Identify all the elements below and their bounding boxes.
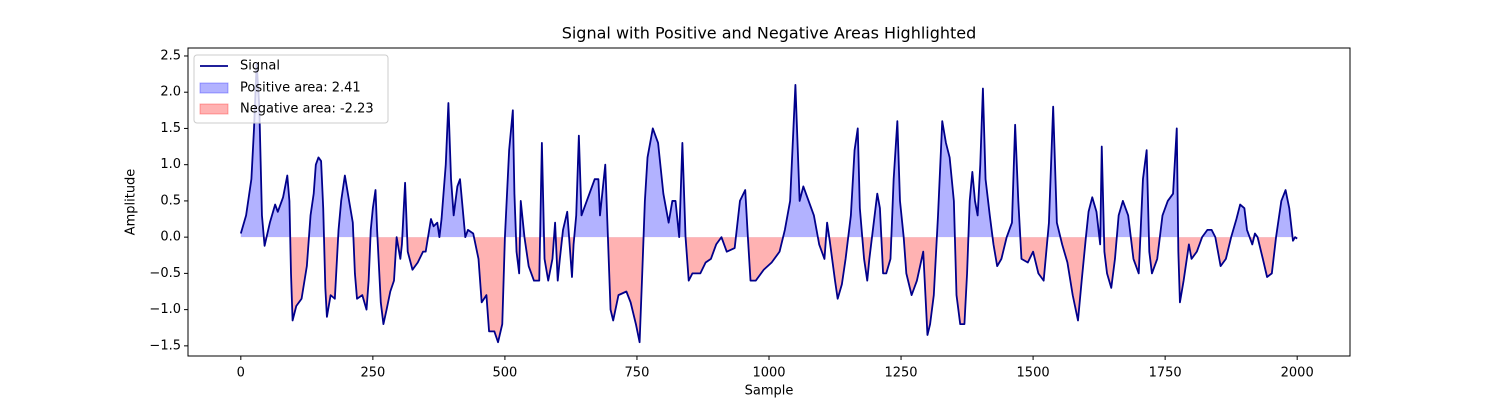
legend-patch [199, 103, 229, 115]
legend-label: Signal [240, 59, 280, 74]
x-tick-label: 1750 [1149, 366, 1182, 381]
y-tick-label: 1.0 [160, 157, 181, 172]
x-tick-label: 1500 [1017, 366, 1050, 381]
chart-title: Signal with Positive and Negative Areas … [562, 24, 977, 43]
y-tick-label: −0.5 [149, 266, 181, 281]
y-tick-label: −1.5 [149, 338, 181, 353]
legend: Signal Positive area: 2.41 Negative area: … [193, 54, 389, 124]
y-tick-label: 1.5 [160, 121, 181, 136]
x-tick-label: 1250 [884, 366, 917, 381]
y-tick-label: 2.0 [160, 85, 181, 100]
plot-frame [187, 47, 1351, 357]
x-tick-label: 1000 [752, 366, 785, 381]
legend-patch [199, 82, 229, 94]
y-tick-label: 0.5 [160, 193, 181, 208]
x-tick-label: 500 [492, 366, 517, 381]
signal-line [239, 62, 1298, 344]
y-tick-label: 2.5 [160, 48, 181, 63]
legend-box [193, 54, 389, 124]
x-tick-label: 250 [360, 366, 385, 381]
legend-label: Negative area: -2.23 [240, 102, 374, 117]
y-tick-label: 0.0 [160, 230, 181, 245]
x-tick-label: 750 [625, 366, 650, 381]
x-axis-label: Sample [745, 384, 794, 399]
y-tick-label: −1.0 [149, 302, 181, 317]
y-axis-label: Amplitude [124, 169, 139, 236]
legend-label: Positive area: 2.41 [240, 81, 361, 96]
x-tick-label: 2000 [1281, 366, 1314, 381]
area-fill [240, 63, 1298, 238]
area-fill [263, 237, 1298, 343]
x-tick-label: 0 [237, 366, 245, 381]
